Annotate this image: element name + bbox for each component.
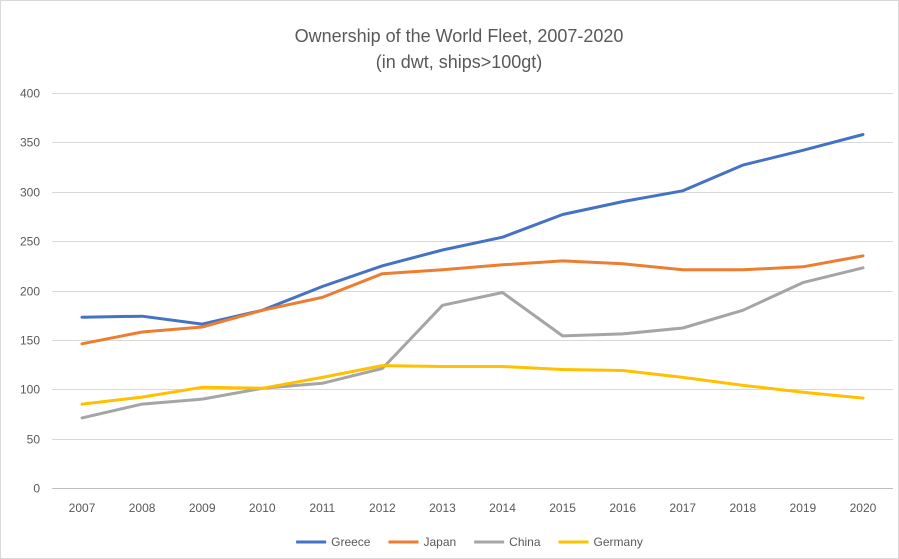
x-tick-label: 2011 [309,501,335,515]
legend-label: China [509,535,541,549]
legend-item-japan: Japan [388,535,456,549]
legend-item-china: China [474,535,541,549]
y-tick-label: 50 [27,433,41,447]
x-tick-label: 2019 [790,501,817,515]
legend-label: Japan [423,535,456,549]
legend: Greece Japan China Germany [296,535,643,549]
y-tick-label: 100 [20,383,40,397]
legend-item-greece: Greece [296,535,371,549]
legend-label: Greece [331,535,371,549]
y-tick-label: 0 [33,482,40,496]
x-tick-label: 2020 [850,501,877,515]
legend-item-germany: Germany [558,535,643,549]
y-tick-label: 150 [20,334,40,348]
x-tick-label: 2010 [249,501,276,515]
series-lines [80,133,865,420]
series-line-japan [80,254,865,346]
x-tick-label: 2018 [729,501,756,515]
x-axis: 2007 2008 2009 2010 2011 2012 2013 2014 2015 2016… [69,501,877,515]
x-tick-label: 2008 [129,501,156,515]
y-tick-label: 250 [20,235,40,249]
chart-title: Ownership of the World Fleet, 2007-2020 [295,26,624,46]
y-axis: 0 50 100 150 200 250 300 350 400 [20,87,40,496]
series-line-china [80,266,865,420]
series-line-greece [80,133,865,326]
x-tick-label: 2007 [69,501,96,515]
chart-subtitle: (in dwt, ships>100gt) [376,52,543,72]
x-tick-label: 2014 [489,501,516,515]
y-tick-label: 200 [20,285,40,299]
x-tick-label: 2009 [189,501,216,515]
x-tick-label: 2016 [609,501,636,515]
legend-label: Germany [594,535,643,549]
x-tick-label: 2013 [429,501,456,515]
x-tick-label: 2012 [369,501,396,515]
series-line-germany [80,364,865,406]
x-tick-label: 2017 [669,501,696,515]
y-tick-label: 300 [20,186,40,200]
x-tick-label: 2015 [549,501,576,515]
y-tick-label: 350 [20,136,40,150]
y-tick-label: 400 [20,87,40,101]
